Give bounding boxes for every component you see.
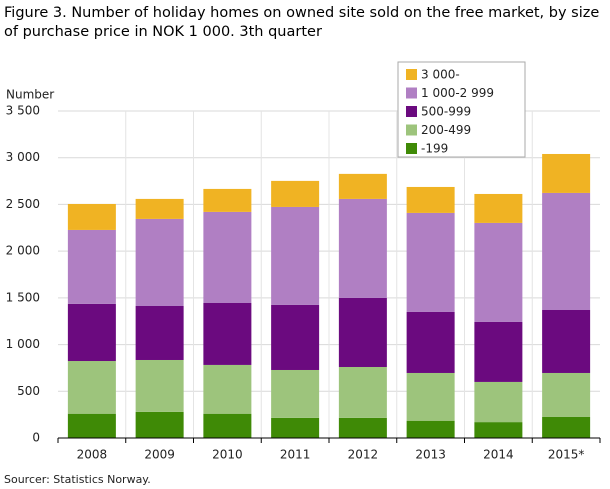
bar-segment	[338, 366, 387, 418]
bar-segment	[474, 321, 523, 382]
bar-segment	[338, 173, 387, 199]
y-tick-label: 3 500	[6, 104, 40, 118]
bar-segment	[406, 372, 455, 421]
bar-segment	[67, 229, 116, 304]
bar-segment	[406, 311, 455, 373]
x-tick-label: 2008	[77, 448, 108, 462]
bar-segment	[67, 203, 116, 230]
bar-segment	[135, 411, 184, 438]
bar-segment	[271, 369, 320, 418]
bar-segment	[67, 413, 116, 438]
y-tick-label: 2 000	[6, 244, 40, 258]
bar-segment	[542, 192, 591, 311]
bar-segment	[67, 303, 116, 362]
bar-segment	[271, 417, 320, 438]
bar-segment	[406, 212, 455, 312]
bar-segment	[271, 304, 320, 370]
x-tick-label: 2010	[212, 448, 243, 462]
legend-swatch	[406, 143, 417, 154]
legend-swatch	[406, 106, 417, 117]
legend-swatch	[406, 124, 417, 136]
bar-segment	[135, 359, 184, 412]
legend-label: 3 000-	[421, 68, 460, 82]
bar-segment	[271, 206, 320, 305]
bar-segment	[474, 381, 523, 423]
bar-segment	[203, 413, 252, 438]
y-tick-label: 1 000	[6, 337, 40, 351]
legend-box	[397, 61, 526, 158]
bar-segment	[406, 186, 455, 213]
bar-segment	[203, 302, 252, 365]
bar-segment	[203, 211, 252, 303]
y-tick-label: 2 500	[6, 197, 40, 211]
legend-label: 1 000-2 999	[421, 86, 494, 100]
chart-title: Figure 3. Number of holiday homes on own…	[4, 5, 600, 40]
legend-swatch	[406, 87, 417, 99]
y-tick-label: 1 500	[6, 290, 40, 304]
bar-segment	[474, 193, 523, 223]
bar-segment	[542, 310, 591, 373]
bar-segment	[271, 180, 320, 207]
y-tick-label: 0	[32, 431, 40, 445]
bar-segment	[474, 222, 523, 322]
bar-segment	[542, 372, 591, 417]
bar-segment	[203, 188, 252, 212]
bar-segment	[67, 361, 116, 414]
legend-label: -199	[421, 142, 448, 156]
bar-segment	[338, 297, 387, 367]
bar-segment	[135, 198, 184, 219]
legend-label: 500-999	[421, 105, 471, 119]
y-axis-label: Number	[6, 88, 54, 102]
bar-segment	[135, 305, 184, 360]
bar-segment	[542, 153, 591, 193]
x-tick-label: 2014	[483, 448, 514, 462]
x-tick-label: 2012	[348, 448, 379, 462]
x-tick-label: 2013	[415, 448, 446, 462]
legend-label: 200-499	[421, 123, 471, 137]
bar-segment	[406, 420, 455, 438]
x-tick-label: 2009	[144, 448, 175, 462]
bar-segment	[474, 422, 523, 438]
bar-segment	[135, 218, 184, 306]
bar-segment	[203, 364, 252, 414]
x-tick-label: 2015*	[548, 448, 585, 462]
y-tick-label: 500	[17, 384, 40, 398]
bar-segment	[542, 416, 591, 438]
legend-swatch	[406, 69, 417, 80]
source: Sourcer: Statistics Norway.	[4, 473, 151, 486]
y-tick-label: 3 000	[6, 150, 40, 164]
bar-segment	[338, 417, 387, 438]
bar-segment	[338, 198, 387, 298]
x-tick-label: 2011	[280, 448, 311, 462]
